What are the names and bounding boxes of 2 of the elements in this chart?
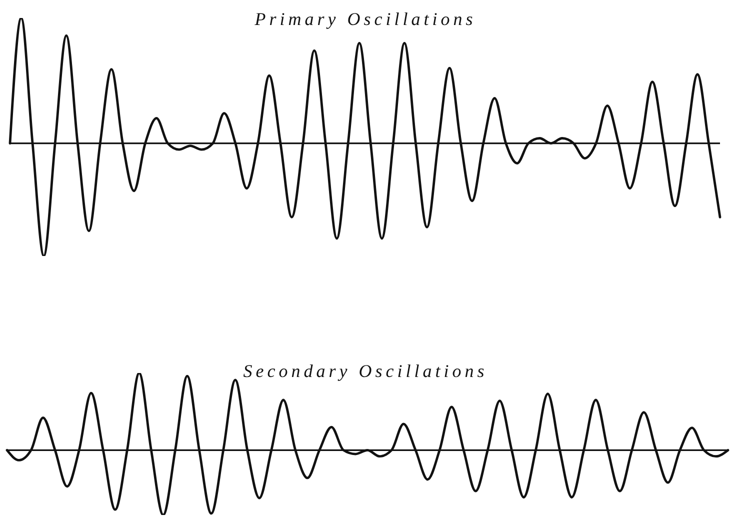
chart-title: Secondary Oscillations bbox=[242, 361, 489, 382]
chart-title: Primary Oscillations bbox=[254, 9, 478, 30]
